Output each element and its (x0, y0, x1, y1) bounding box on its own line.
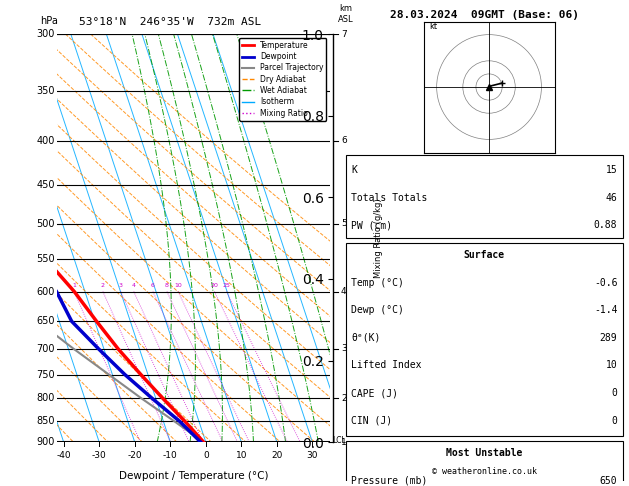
Text: Surface: Surface (464, 250, 505, 260)
Text: 300: 300 (36, 29, 55, 39)
Text: 400: 400 (36, 136, 55, 146)
Text: CAPE (J): CAPE (J) (351, 388, 398, 398)
Text: 650: 650 (36, 316, 55, 326)
Text: km
ASL: km ASL (338, 4, 353, 24)
Legend: Temperature, Dewpoint, Parcel Trajectory, Dry Adiabat, Wet Adiabat, Isotherm, Mi: Temperature, Dewpoint, Parcel Trajectory… (239, 38, 326, 121)
Text: 0.88: 0.88 (594, 220, 617, 230)
Text: 5: 5 (341, 219, 347, 228)
Text: 750: 750 (36, 369, 55, 380)
Text: kt: kt (429, 22, 437, 32)
Text: 8: 8 (165, 283, 169, 288)
Text: -10: -10 (163, 451, 178, 460)
Text: -30: -30 (92, 451, 107, 460)
Text: -1.4: -1.4 (594, 305, 617, 315)
Text: 20: 20 (271, 451, 282, 460)
Text: 28.03.2024  09GMT (Base: 06): 28.03.2024 09GMT (Base: 06) (390, 10, 579, 19)
Text: 600: 600 (36, 287, 55, 296)
Text: -20: -20 (128, 451, 142, 460)
Text: 500: 500 (36, 219, 55, 229)
Text: 2: 2 (341, 394, 347, 403)
Text: 700: 700 (36, 344, 55, 354)
Text: Totals Totals: Totals Totals (351, 193, 428, 203)
Text: CIN (J): CIN (J) (351, 416, 392, 426)
Text: 0: 0 (203, 451, 209, 460)
Text: Dewp (°C): Dewp (°C) (351, 305, 404, 315)
Text: 10: 10 (174, 283, 182, 288)
Text: 550: 550 (36, 254, 55, 264)
Text: 20: 20 (211, 283, 218, 288)
Text: 850: 850 (36, 416, 55, 426)
Text: 2: 2 (101, 283, 105, 288)
Text: 15: 15 (606, 165, 617, 175)
Text: 450: 450 (36, 180, 55, 190)
Text: 30: 30 (307, 451, 318, 460)
Text: 1: 1 (72, 283, 76, 288)
Text: 7: 7 (341, 30, 347, 38)
Text: 650: 650 (599, 476, 617, 486)
Text: 350: 350 (36, 87, 55, 96)
Text: hPa: hPa (40, 16, 58, 26)
Text: 6: 6 (151, 283, 155, 288)
Text: 6: 6 (341, 137, 347, 145)
Text: 4: 4 (341, 287, 347, 296)
Text: © weatheronline.co.uk: © weatheronline.co.uk (432, 468, 537, 476)
Text: 800: 800 (36, 394, 55, 403)
Text: 3: 3 (119, 283, 123, 288)
Text: 3: 3 (341, 345, 347, 353)
Text: 10: 10 (236, 451, 247, 460)
Text: -0.6: -0.6 (594, 278, 617, 288)
Text: Temp (°C): Temp (°C) (351, 278, 404, 288)
Text: -40: -40 (57, 451, 71, 460)
Text: 0: 0 (611, 388, 617, 398)
Text: 53°18'N  246°35'W  732m ASL: 53°18'N 246°35'W 732m ASL (79, 17, 261, 27)
Text: θᵉ(K): θᵉ(K) (351, 333, 381, 343)
Text: 289: 289 (599, 333, 617, 343)
Text: PW (cm): PW (cm) (351, 220, 392, 230)
Text: 4: 4 (131, 283, 136, 288)
Text: Pressure (mb): Pressure (mb) (351, 476, 428, 486)
Text: 0: 0 (611, 416, 617, 426)
Text: 900: 900 (36, 437, 55, 447)
Text: LCL: LCL (332, 435, 346, 445)
Text: 1: 1 (341, 438, 347, 447)
Text: 46: 46 (606, 193, 617, 203)
Text: Dewpoint / Temperature (°C): Dewpoint / Temperature (°C) (119, 471, 268, 481)
Text: Lifted Index: Lifted Index (351, 361, 422, 370)
Text: Most Unstable: Most Unstable (446, 448, 523, 458)
Text: K: K (351, 165, 357, 175)
Text: 25: 25 (223, 283, 231, 288)
Text: 10: 10 (606, 361, 617, 370)
Text: Mixing Ratio (g/kg): Mixing Ratio (g/kg) (374, 198, 384, 278)
